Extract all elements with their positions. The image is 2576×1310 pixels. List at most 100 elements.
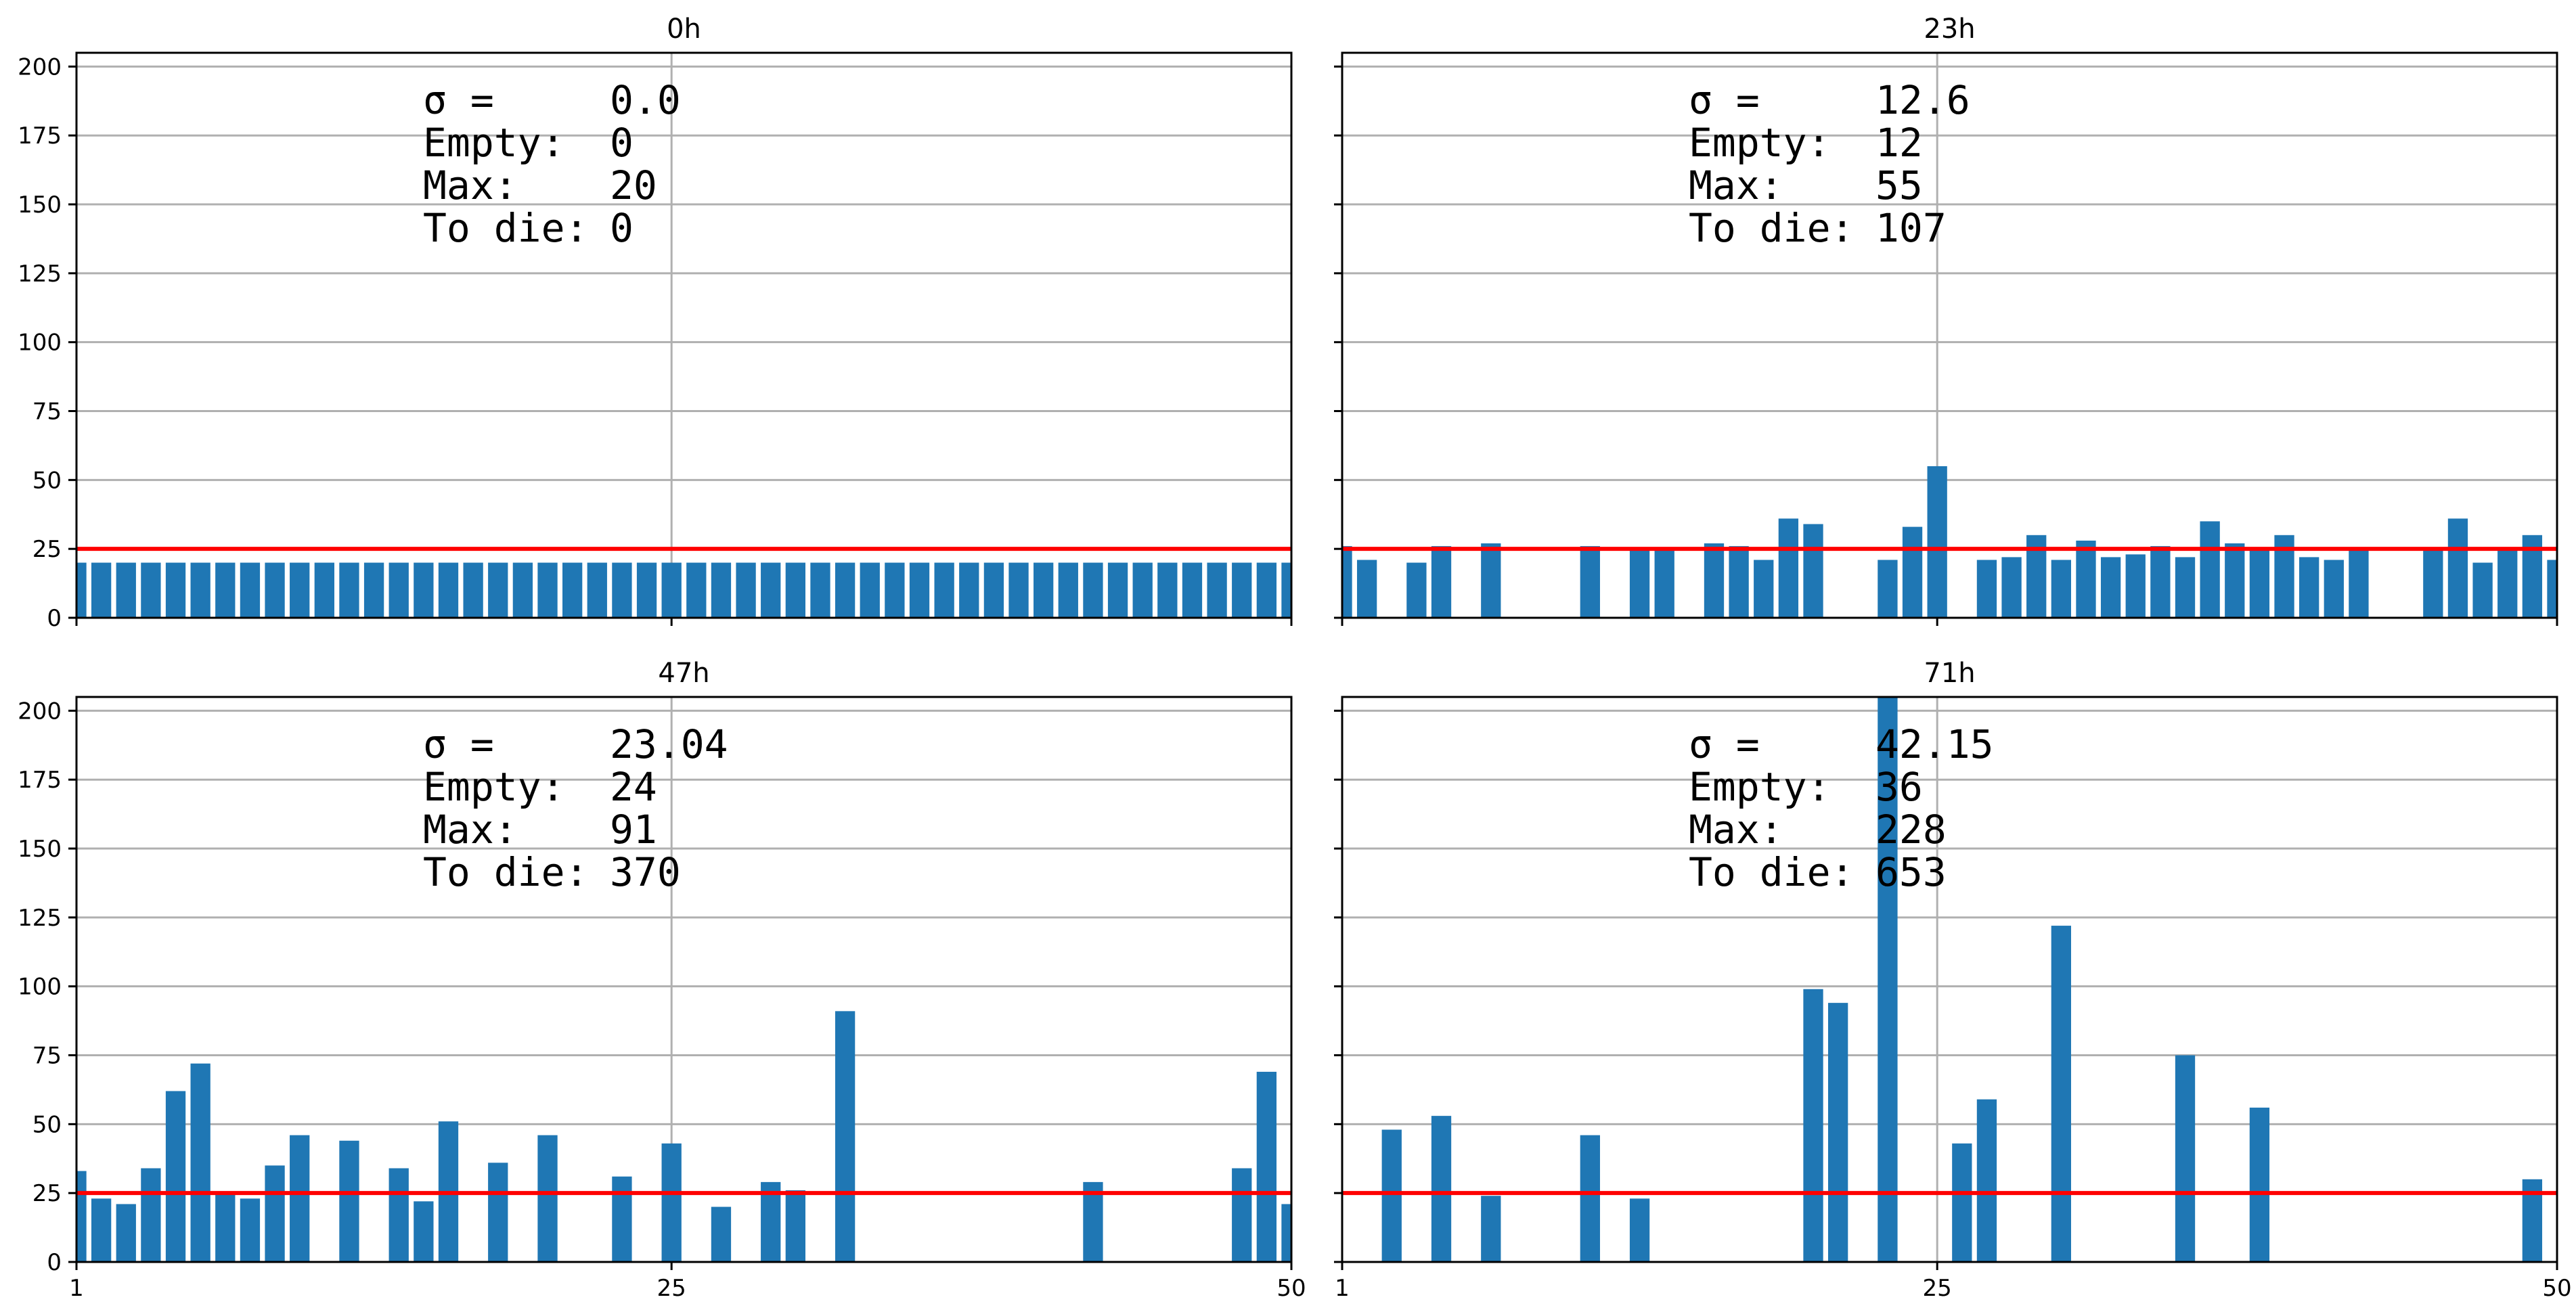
bar-38	[983, 562, 1004, 618]
annotation-value: 12.6	[1875, 77, 1970, 123]
bar-42	[1083, 562, 1103, 618]
annotation-value: 0.0	[610, 77, 681, 123]
bar-10	[290, 562, 310, 618]
bar-38	[2249, 1107, 2270, 1262]
chart-panel-3: 1 25 50 71h σ = 42.15 Empty: 36 Max: 228 To die: 65…	[1334, 658, 2572, 1302]
annotation-label: Empty:	[1689, 764, 1831, 810]
ytick-label-150: 150	[18, 191, 62, 219]
xtick-label-25: 25	[1923, 1275, 1952, 1302]
bar-20	[537, 1135, 558, 1262]
xtick-label-50: 50	[1276, 1275, 1306, 1302]
bar-2	[91, 562, 112, 618]
bar-16	[1704, 543, 1725, 618]
bars	[1342, 466, 2557, 618]
annotation-label: To die:	[423, 849, 588, 895]
bar-13	[1629, 1198, 1650, 1262]
bar-29	[761, 1181, 781, 1262]
bar-1	[1342, 546, 1352, 618]
annotation-value: 91	[610, 807, 657, 853]
ytick-label-175: 175	[18, 122, 62, 150]
bar-33	[2125, 554, 2146, 618]
annotation-label: Max:	[423, 807, 518, 853]
bar-8	[240, 1198, 261, 1262]
bar-36	[2200, 521, 2220, 618]
annotation-value: 23.04	[610, 721, 728, 767]
bar-2	[91, 1198, 112, 1262]
bar-37	[959, 562, 979, 618]
bar-23	[612, 1176, 632, 1262]
annotation-value: 55	[1875, 162, 1923, 208]
annotation-label: To die:	[423, 205, 588, 251]
bar-13	[363, 562, 384, 618]
bar-32	[2100, 557, 2121, 618]
xtick-label-1: 1	[69, 1275, 84, 1302]
bar-46	[1182, 562, 1203, 618]
bar-26	[686, 562, 707, 618]
ytick-label-25: 25	[32, 1180, 62, 1207]
bar-50	[2547, 560, 2557, 618]
bar-49	[1256, 1071, 1277, 1262]
bar-27	[711, 1206, 732, 1262]
annotation-value: 0	[610, 120, 634, 166]
bar-5	[1431, 546, 1452, 618]
ytick-label-100: 100	[18, 974, 62, 1001]
bar-7	[215, 562, 236, 618]
annotation-label: Max:	[423, 162, 518, 208]
bar-7	[1481, 543, 1501, 618]
ytick-label-50: 50	[32, 467, 62, 494]
ytick-label-125: 125	[18, 261, 62, 288]
ytick-label-75: 75	[32, 1043, 62, 1070]
bar-32	[835, 562, 856, 618]
annotation-value: 228	[1875, 807, 1947, 853]
bar-21	[562, 562, 583, 618]
bar-24	[636, 562, 657, 618]
chart-title: 23h	[1924, 14, 1975, 45]
bar-2	[1356, 560, 1377, 618]
bar-16	[438, 562, 459, 618]
bar-46	[2447, 518, 2468, 618]
bar-18	[488, 1162, 508, 1262]
bar-44	[1132, 562, 1153, 618]
chart-title: 47h	[658, 658, 709, 689]
bar-40	[1034, 562, 1054, 618]
bar-35	[909, 562, 930, 618]
ytick-label-25: 25	[32, 536, 62, 563]
bar-35	[2175, 557, 2196, 618]
bar-30	[2051, 926, 2071, 1262]
chart-title: 0h	[667, 14, 701, 45]
bar-42	[1083, 1181, 1103, 1262]
axes-frame	[1341, 696, 2558, 1263]
bar-14	[388, 562, 409, 618]
axes-frame	[75, 696, 1293, 1263]
bar-7	[1481, 1196, 1501, 1262]
bar-30	[785, 562, 805, 618]
bar-25	[661, 562, 682, 618]
bar-8	[240, 562, 261, 618]
bar-26	[1952, 1143, 1972, 1262]
bar-31	[2076, 540, 2096, 618]
bar-13	[1629, 549, 1650, 618]
bar-48	[1232, 562, 1252, 618]
annotation-label: σ =	[1689, 721, 1760, 767]
bar-27	[1976, 560, 1997, 618]
bar-6	[190, 562, 210, 618]
bar-45	[1157, 562, 1178, 618]
bar-15	[414, 1201, 434, 1262]
bar-41	[2324, 560, 2344, 618]
bars	[76, 562, 1291, 618]
bar-27	[711, 562, 732, 618]
annotation-label: Empty:	[423, 120, 565, 166]
bar-32	[835, 1011, 856, 1262]
ytick-label-50: 50	[32, 1111, 62, 1138]
bar-3	[116, 1204, 136, 1262]
annotation-value: 24	[610, 764, 657, 810]
bar-11	[314, 562, 334, 618]
ytick-label-200: 200	[18, 53, 62, 81]
bar-1	[76, 562, 87, 618]
bar-27	[1976, 1099, 1997, 1262]
bar-42	[2349, 549, 2369, 618]
annotation-label: σ =	[423, 77, 494, 123]
